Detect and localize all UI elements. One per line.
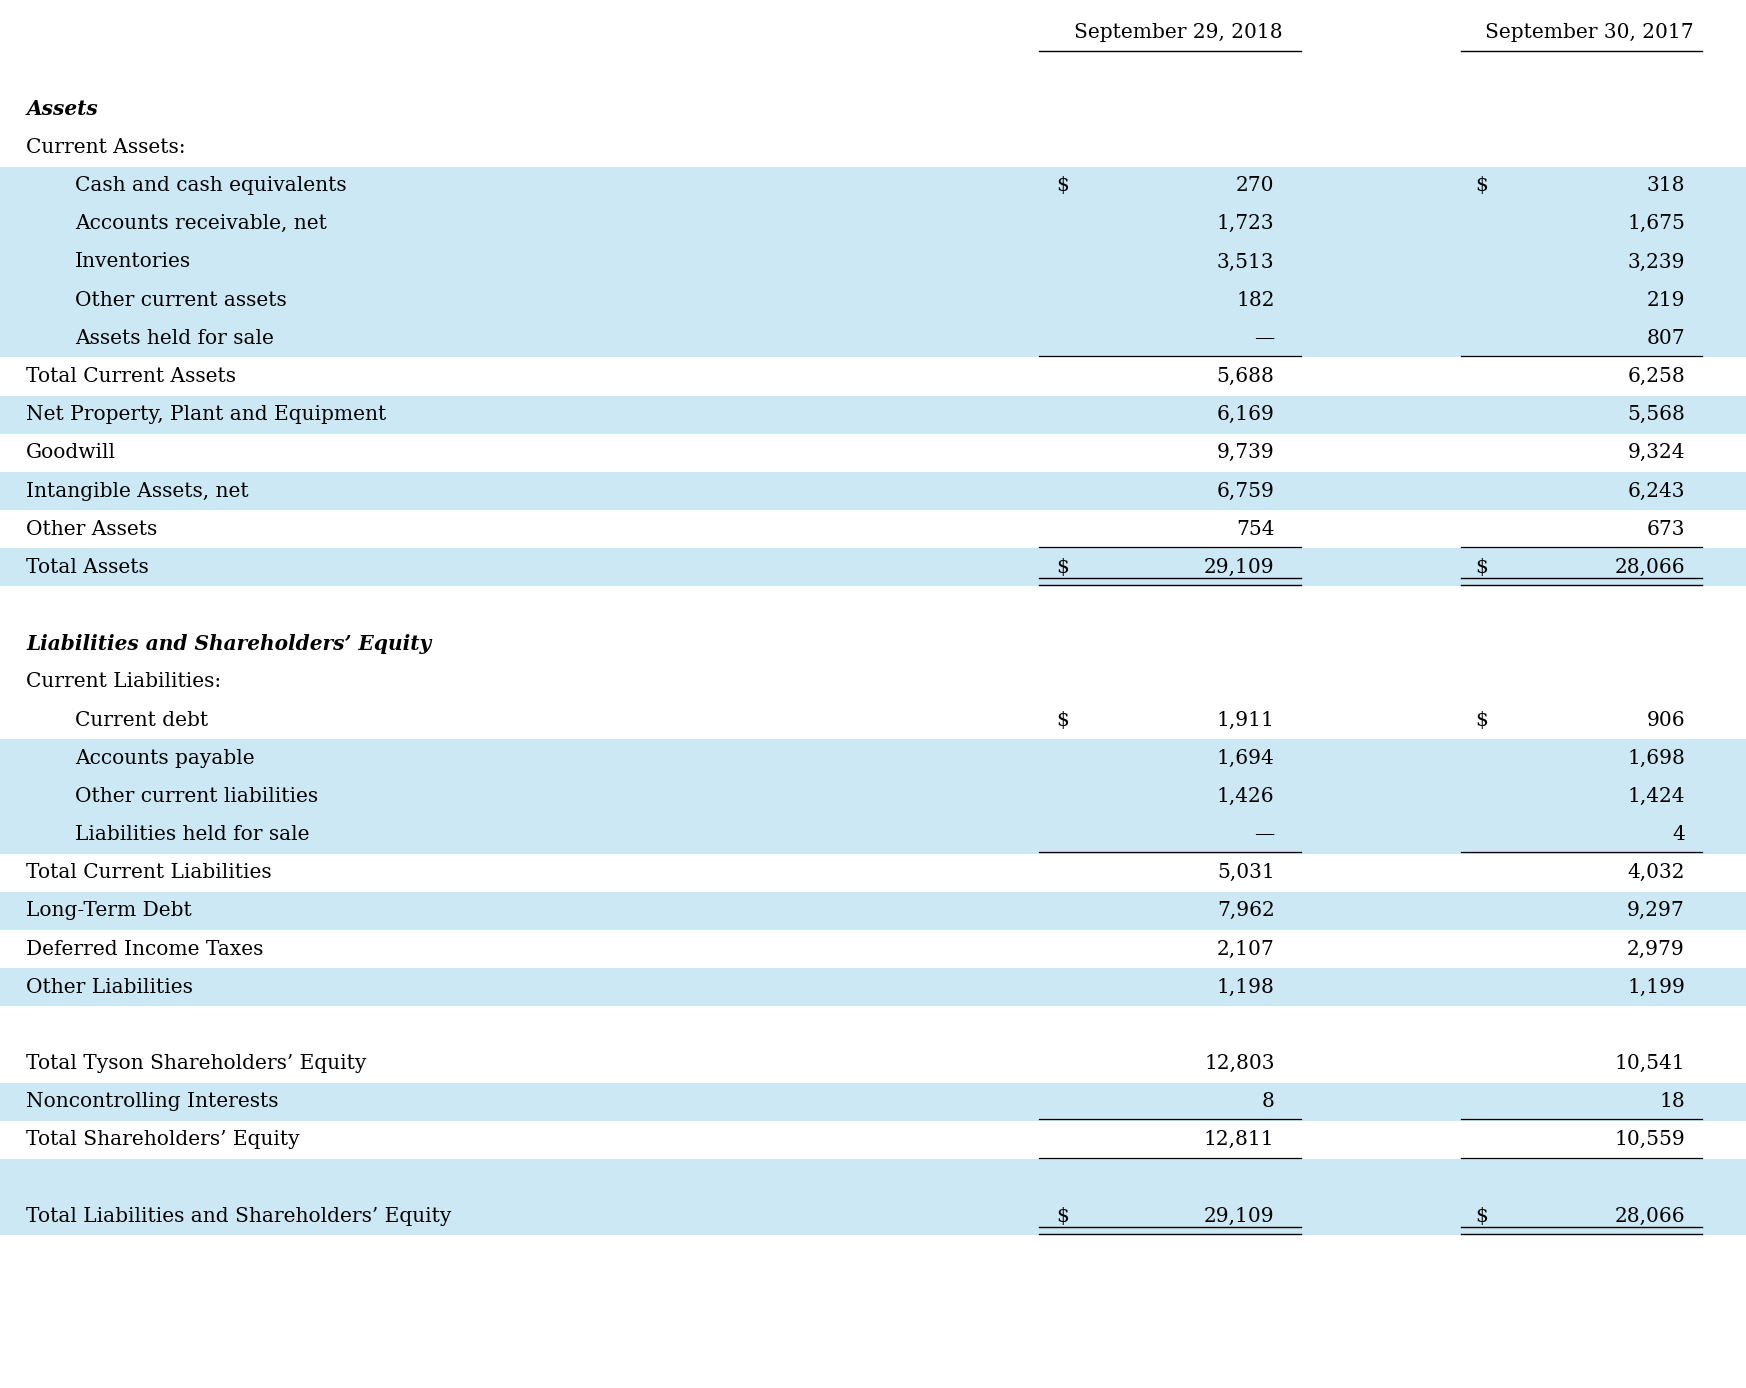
Text: Other Assets: Other Assets — [26, 519, 157, 539]
Text: 1,675: 1,675 — [1627, 214, 1685, 233]
Text: $: $ — [1056, 558, 1069, 577]
Text: Assets held for sale: Assets held for sale — [75, 329, 274, 348]
Text: 807: 807 — [1646, 329, 1685, 348]
Text: $: $ — [1475, 176, 1488, 196]
Text: Noncontrolling Interests: Noncontrolling Interests — [26, 1092, 279, 1112]
Text: 28,066: 28,066 — [1615, 558, 1685, 577]
Text: 754: 754 — [1236, 519, 1275, 539]
Text: 906: 906 — [1646, 711, 1685, 730]
Text: 5,031: 5,031 — [1217, 863, 1275, 883]
Text: Inventories: Inventories — [75, 253, 192, 272]
Text: 9,739: 9,739 — [1217, 443, 1275, 462]
Text: 1,198: 1,198 — [1217, 977, 1275, 997]
Text: 9,297: 9,297 — [1627, 901, 1685, 920]
Text: Other current assets: Other current assets — [75, 290, 286, 310]
Text: 6,169: 6,169 — [1217, 405, 1275, 425]
Bar — [0, 738, 1746, 777]
Text: Total Assets: Total Assets — [26, 558, 148, 577]
Text: Long-Term Debt: Long-Term Debt — [26, 901, 192, 920]
Text: 29,109: 29,109 — [1205, 558, 1275, 577]
Bar — [0, 319, 1746, 357]
Text: 28,066: 28,066 — [1615, 1206, 1685, 1226]
Text: 3,513: 3,513 — [1217, 253, 1275, 272]
Text: 5,568: 5,568 — [1627, 405, 1685, 425]
Text: September 30, 2017: September 30, 2017 — [1484, 22, 1694, 42]
Text: Liabilities and Shareholders’ Equity: Liabilities and Shareholders’ Equity — [26, 634, 431, 654]
Text: $: $ — [1475, 1206, 1488, 1226]
Text: 6,258: 6,258 — [1627, 366, 1685, 386]
Text: 4: 4 — [1673, 824, 1685, 844]
Text: 10,541: 10,541 — [1615, 1053, 1685, 1073]
Text: September 29, 2018: September 29, 2018 — [1074, 22, 1283, 42]
Text: 1,694: 1,694 — [1217, 748, 1275, 768]
Text: Total Current Assets: Total Current Assets — [26, 366, 236, 386]
Bar — [0, 1083, 1746, 1120]
Text: 7,962: 7,962 — [1217, 901, 1275, 920]
Text: 4,032: 4,032 — [1627, 863, 1685, 883]
Bar — [0, 205, 1746, 243]
Bar — [0, 472, 1746, 509]
Text: Accounts receivable, net: Accounts receivable, net — [75, 214, 327, 233]
Bar — [0, 815, 1746, 854]
Bar — [0, 396, 1746, 433]
Text: Net Property, Plant and Equipment: Net Property, Plant and Equipment — [26, 405, 386, 425]
Text: 1,723: 1,723 — [1217, 214, 1275, 233]
Text: 270: 270 — [1236, 176, 1275, 196]
Text: 6,243: 6,243 — [1627, 482, 1685, 501]
Bar — [0, 967, 1746, 1006]
Text: 2,979: 2,979 — [1627, 940, 1685, 959]
Text: Total Current Liabilities: Total Current Liabilities — [26, 863, 272, 883]
Bar — [0, 167, 1746, 204]
Text: $: $ — [1475, 711, 1488, 730]
Text: 182: 182 — [1236, 290, 1275, 310]
Text: 12,811: 12,811 — [1205, 1130, 1275, 1149]
Text: $: $ — [1056, 1206, 1069, 1226]
Text: 318: 318 — [1646, 176, 1685, 196]
Text: 18: 18 — [1659, 1092, 1685, 1112]
Text: 1,199: 1,199 — [1627, 977, 1685, 997]
Text: Other Liabilities: Other Liabilities — [26, 977, 194, 997]
Text: Total Shareholders’ Equity: Total Shareholders’ Equity — [26, 1130, 300, 1149]
Text: $: $ — [1475, 558, 1488, 577]
Text: 1,424: 1,424 — [1627, 787, 1685, 806]
Text: Intangible Assets, net: Intangible Assets, net — [26, 482, 250, 501]
Bar — [0, 1159, 1746, 1196]
Text: Goodwill: Goodwill — [26, 443, 117, 462]
Text: 219: 219 — [1646, 290, 1685, 310]
Text: Cash and cash equivalents: Cash and cash equivalents — [75, 176, 347, 196]
Bar — [0, 891, 1746, 930]
Bar — [0, 1196, 1746, 1235]
Bar — [0, 243, 1746, 280]
Text: Accounts payable: Accounts payable — [75, 748, 255, 768]
Bar — [0, 280, 1746, 319]
Text: 9,324: 9,324 — [1627, 443, 1685, 462]
Text: Total Tyson Shareholders’ Equity: Total Tyson Shareholders’ Equity — [26, 1053, 367, 1073]
Text: Current Liabilities:: Current Liabilities: — [26, 672, 222, 691]
Text: 1,698: 1,698 — [1627, 748, 1685, 768]
Text: 10,559: 10,559 — [1613, 1130, 1685, 1149]
Text: Assets: Assets — [26, 100, 98, 119]
Bar — [0, 777, 1746, 815]
Text: 3,239: 3,239 — [1627, 253, 1685, 272]
Text: 673: 673 — [1646, 519, 1685, 539]
Text: Current Assets:: Current Assets: — [26, 137, 185, 157]
Text: Total Liabilities and Shareholders’ Equity: Total Liabilities and Shareholders’ Equi… — [26, 1206, 452, 1226]
Text: 29,109: 29,109 — [1205, 1206, 1275, 1226]
Text: —: — — [1254, 824, 1275, 844]
Text: $: $ — [1056, 711, 1069, 730]
Text: 2,107: 2,107 — [1217, 940, 1275, 959]
Text: 1,911: 1,911 — [1217, 711, 1275, 730]
Text: 8: 8 — [1262, 1092, 1275, 1112]
Text: Liabilities held for sale: Liabilities held for sale — [75, 824, 309, 844]
Text: 12,803: 12,803 — [1205, 1053, 1275, 1073]
Bar — [0, 548, 1746, 586]
Text: 5,688: 5,688 — [1217, 366, 1275, 386]
Text: 1,426: 1,426 — [1217, 787, 1275, 806]
Text: —: — — [1254, 329, 1275, 348]
Text: $: $ — [1056, 176, 1069, 196]
Text: Deferred Income Taxes: Deferred Income Taxes — [26, 940, 264, 959]
Text: Other current liabilities: Other current liabilities — [75, 787, 318, 806]
Text: 6,759: 6,759 — [1217, 482, 1275, 501]
Text: Current debt: Current debt — [75, 711, 208, 730]
